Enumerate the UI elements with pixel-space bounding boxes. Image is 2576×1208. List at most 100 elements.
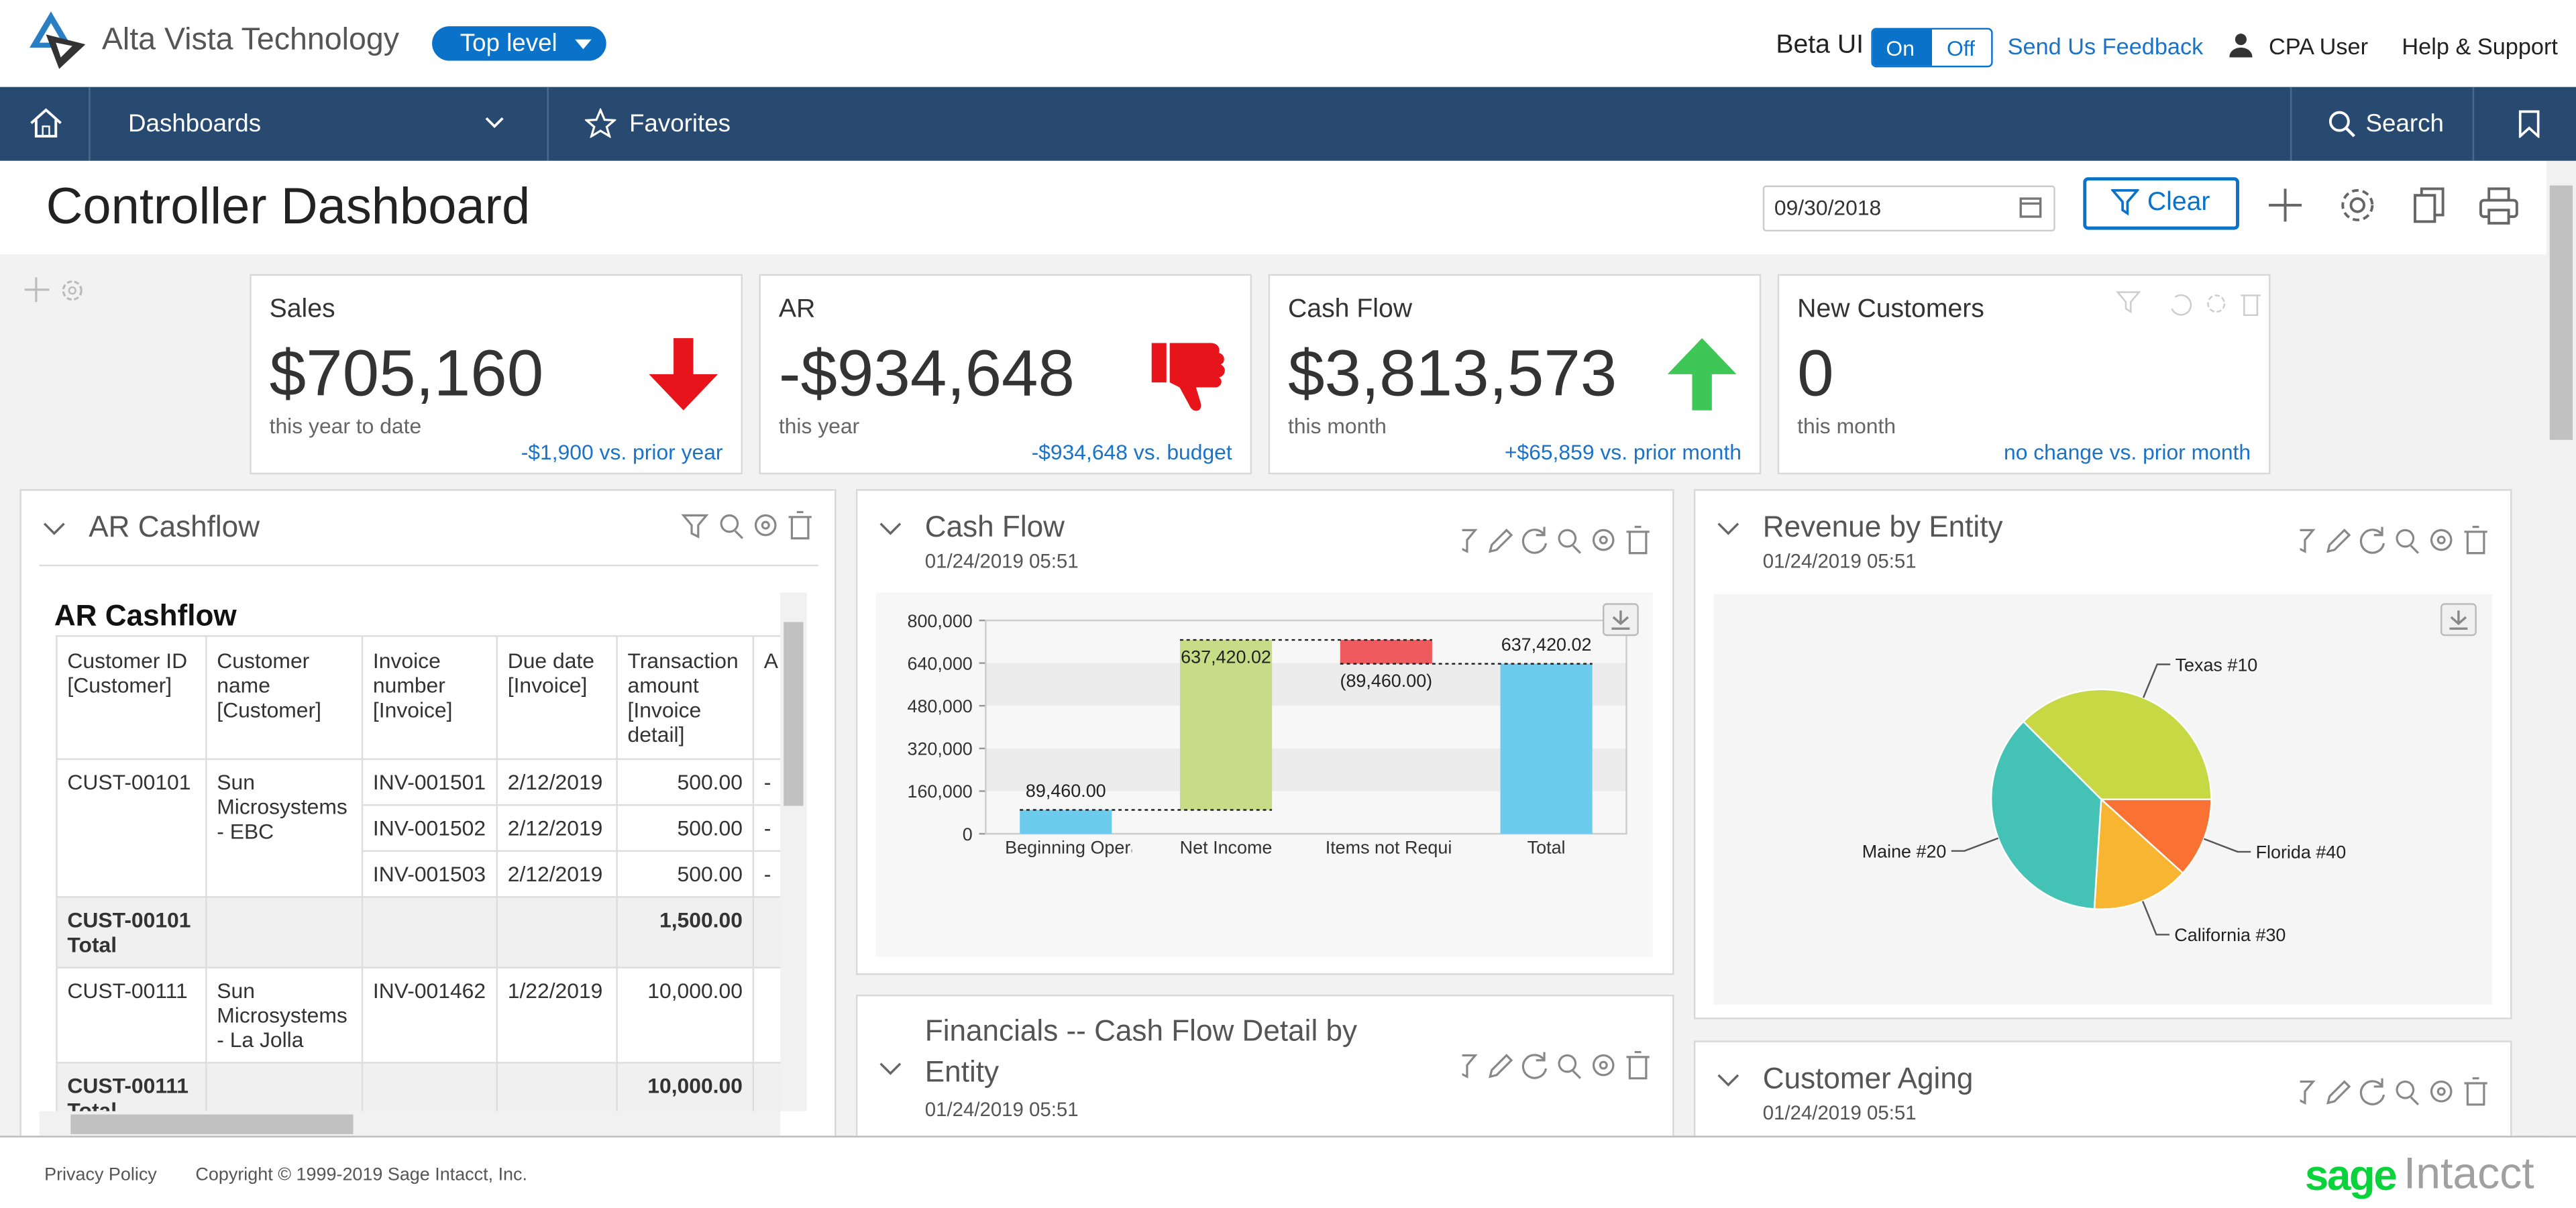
- panel-tools[interactable]: [2300, 1077, 2498, 1109]
- toggle-on[interactable]: On: [1886, 36, 1915, 61]
- level-selector[interactable]: [432, 26, 606, 61]
- pencil-icon: [1489, 1054, 1513, 1079]
- table-row: CUST-00111 Sun Microsystems - La Jolla INV…: [56, 967, 781, 1064]
- home-icon[interactable]: [28, 107, 64, 140]
- clear-button[interactable]: [2083, 177, 2239, 230]
- revenue-panel: Revenue by Entity 01/24/2019 05:51 Texas…: [1693, 489, 2512, 1020]
- user-menu[interactable]: CPA User: [2269, 32, 2369, 60]
- h-scroll-thumb[interactable]: [70, 1114, 354, 1134]
- cell: [205, 1062, 364, 1115]
- customer-name: Sun Microsystems - La Jolla: [205, 967, 364, 1064]
- trash-icon: [2464, 525, 2487, 555]
- clear-label[interactable]: Clear: [2147, 188, 2210, 217]
- search-icon: [720, 514, 744, 539]
- panel-tools[interactable]: [1462, 525, 1660, 558]
- toolbar-icons[interactable]: [2265, 186, 2561, 229]
- panel-tools[interactable]: [2300, 525, 2498, 558]
- trash-icon: [1626, 525, 1650, 555]
- x-label-box: Items not Requiring Cash in the Current …: [1325, 838, 1452, 859]
- panel-title: Financials -- Cash Flow Detail by Entity: [924, 1014, 1358, 1089]
- gear-icon: [754, 514, 777, 537]
- total-row: CUST-00101 Total 1,500.00: [56, 896, 781, 969]
- value-label: (89,460.00): [1340, 671, 1432, 691]
- dashboards-menu[interactable]: Dashboards: [128, 109, 262, 138]
- invoice-number: INV-001503: [361, 850, 498, 898]
- kpi-period: this year to date: [269, 413, 422, 439]
- kpi-title: Cash Flow: [1288, 295, 1413, 324]
- layout-icons[interactable]: [23, 276, 95, 305]
- level-text[interactable]: Top level: [460, 30, 557, 58]
- due-date: 2/12/2019: [496, 804, 618, 852]
- panel-tools[interactable]: [1462, 1050, 1660, 1083]
- cell: [752, 896, 781, 969]
- plot-frame: [985, 619, 1627, 835]
- search-icon: [2328, 111, 2355, 138]
- filter-icon: [1462, 1054, 1478, 1079]
- card-tools[interactable]: [2114, 289, 2262, 319]
- bar: [1340, 640, 1432, 664]
- column-header: Due date [Invoice]: [496, 635, 618, 760]
- logo-icon: [30, 11, 86, 69]
- column-header: Customer ID [Customer]: [56, 635, 207, 760]
- privacy-link[interactable]: Privacy Policy: [44, 1165, 157, 1185]
- slice-label: California #30: [2174, 925, 2286, 945]
- y-tick-label: 640,000: [907, 653, 972, 673]
- up-arrow: [1667, 338, 1737, 410]
- pie-slice: [2022, 688, 2212, 800]
- invoice-number: INV-001462: [361, 967, 498, 1064]
- pencil-icon: [2326, 529, 2351, 553]
- download-icon: [1602, 603, 1639, 637]
- kpi-title: New Customers: [1797, 295, 1984, 324]
- invoice-number: INV-001501: [361, 758, 498, 806]
- x-tick-label: Total: [1527, 838, 1566, 859]
- panel-title: AR Cashflow: [89, 510, 260, 543]
- x-tick-label: Items not Requiring Cash in the Current …: [1325, 838, 1452, 859]
- date-value[interactable]: 09/30/2018: [1774, 195, 1882, 220]
- y-tick-label: 800,000: [907, 611, 972, 631]
- search-icon: [1558, 1054, 1582, 1079]
- trash-icon: [1626, 1050, 1650, 1080]
- scrollbar-thumb[interactable]: [2549, 185, 2573, 440]
- gear-icon: [2430, 529, 2453, 551]
- kpi-period: this year: [778, 413, 860, 439]
- kpi-title: AR: [778, 295, 816, 324]
- y-tick-label: 320,000: [907, 739, 972, 759]
- due-date: 2/12/2019: [496, 850, 618, 898]
- panel-tools[interactable]: [625, 510, 822, 543]
- collapse-chevron[interactable]: [1717, 1073, 1739, 1088]
- caret: [575, 39, 592, 50]
- search-button[interactable]: Search: [2365, 109, 2444, 138]
- kpi-period: this month: [1797, 413, 1896, 439]
- calendar-icon[interactable]: [2019, 195, 2042, 218]
- cell: -: [752, 804, 781, 852]
- gear-icon: [2430, 1080, 2453, 1103]
- help-link[interactable]: Help & Support: [2402, 32, 2558, 60]
- slice-label: Texas #10: [2176, 655, 2258, 675]
- toggle-off[interactable]: Off: [1947, 36, 1975, 61]
- kpi-title: Sales: [269, 295, 335, 324]
- collapse-chevron[interactable]: [1717, 522, 1739, 537]
- kpi-comparison: -$1,900 vs. prior year: [521, 439, 723, 465]
- collapse-chevron[interactable]: [879, 522, 902, 537]
- logo-intacct: Intacct: [2403, 1148, 2534, 1199]
- cell: [496, 896, 618, 969]
- cell: [205, 896, 364, 969]
- collapse-chevron[interactable]: [43, 522, 66, 537]
- favorites-menu[interactable]: Favorites: [629, 109, 731, 138]
- bookmark-icon[interactable]: [2518, 110, 2540, 138]
- kpi-period: this month: [1288, 413, 1387, 439]
- kpi-card: New Customers 0 this month no change vs.…: [1777, 274, 2271, 475]
- slice-label: Maine #20: [1862, 841, 1947, 861]
- bar: [1020, 810, 1112, 834]
- filter-icon: [1462, 529, 1478, 553]
- ar-cashflow-panel: AR Cashflow AR Cashflow Customer ID [Cus…: [19, 489, 837, 1149]
- brand: Alta Vista Technology: [101, 23, 400, 58]
- v-scroll-thumb[interactable]: [784, 622, 804, 806]
- collapse-chevron[interactable]: [879, 1062, 902, 1077]
- beta-label: Beta UI: [1776, 31, 1864, 60]
- amount: 500.00: [616, 804, 755, 852]
- date-input[interactable]: [1762, 185, 2055, 232]
- filter-icon: [2300, 1080, 2316, 1105]
- feedback-link[interactable]: Send Us Feedback: [2007, 32, 2204, 60]
